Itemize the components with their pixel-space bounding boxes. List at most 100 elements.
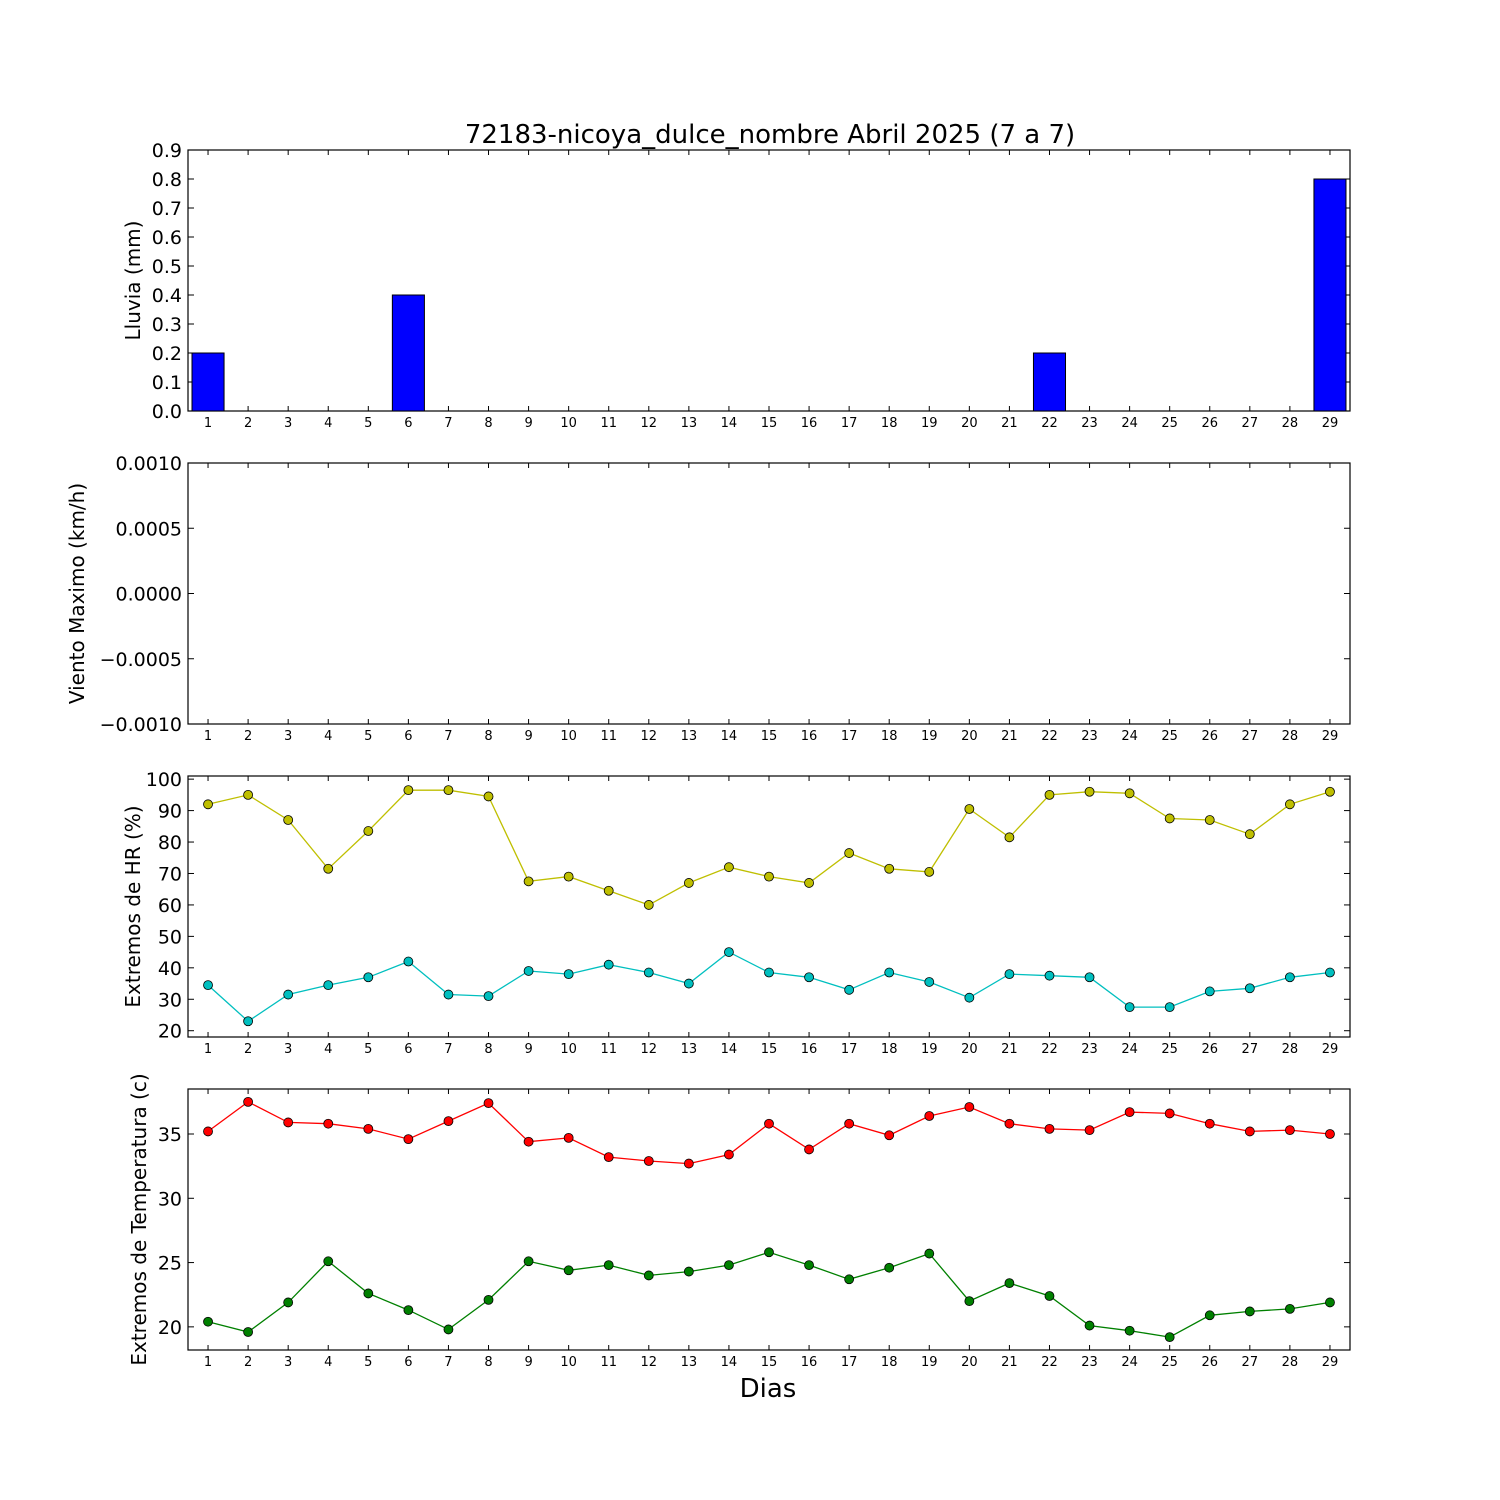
data-point [1204,1310,1215,1321]
x-tick-label: 17 [841,1042,858,1057]
x-tick-label: 8 [484,1042,492,1057]
y-tick-label: 30 [158,989,182,1011]
y-tick-label: 0.7 [152,198,182,220]
x-tick-label: 12 [641,1042,658,1057]
x-tick-label: 28 [1282,1042,1299,1057]
x-tick-label: 11 [600,1355,617,1370]
data-point [1044,1291,1055,1301]
data-point [323,980,334,991]
axes-frame [187,149,1351,412]
x-tick-label: 26 [1201,416,1218,431]
x-tick-label: 15 [761,1355,778,1370]
data-point [964,1102,975,1112]
x-tick-label: 26 [1201,729,1218,744]
data-point [1204,815,1215,825]
series-line [207,1251,1331,1338]
x-tick-label: 23 [1081,1042,1098,1057]
data-point [844,1274,855,1285]
y-tick-label: 0.0000 [116,584,182,606]
data-point [643,1270,654,1281]
x-tick-label: 7 [444,1355,452,1370]
data-point [283,1297,294,1308]
x-tick-label: 11 [600,729,617,744]
x-tick-label: 9 [524,1355,532,1370]
x-tick-label: 4 [324,729,332,744]
x-tick-label: 3 [284,1042,292,1057]
x-tick-label: 17 [841,1355,858,1370]
data-point [603,1152,614,1163]
x-tick-label: 13 [681,416,698,431]
data-point [483,1098,494,1109]
x-tick-label: 20 [961,729,978,744]
x-tick-label: 16 [801,1355,818,1370]
x-tick-label: 6 [404,1355,412,1370]
data-point [283,989,294,1000]
data-point [1124,1002,1135,1013]
x-tick-label: 5 [364,729,372,744]
x-tick-label: 5 [364,1355,372,1370]
x-tick-label: 20 [961,416,978,431]
data-point [1044,970,1055,981]
data-point [1004,969,1015,980]
panel-1: 0.00.10.20.30.40.50.60.70.80.91 2 3 4 5 6 7 8 9 1… [121,140,1351,431]
x-tick-label: 29 [1322,729,1339,744]
x-tick-label: 18 [881,1042,898,1057]
data-point [724,1149,734,1160]
x-tick-label: 21 [1001,1355,1018,1370]
x-tick-label: 12 [641,729,658,744]
x-tick-label: 11 [600,1042,617,1057]
x-tick-label: 1 [204,416,212,431]
x-tick-label: 28 [1282,416,1299,431]
series-line [207,951,1331,1023]
x-tick-label: 23 [1081,416,1098,431]
data-point [403,956,414,967]
y-tick-label: 40 [158,958,182,980]
data-point [1244,829,1255,840]
x-tick-label: 2 [244,416,252,431]
x-tick-label: 18 [881,1355,898,1370]
x-tick-label: 19 [921,416,938,431]
data-point [964,804,975,814]
data-point [203,799,213,810]
data-point [563,1265,574,1276]
data-point [924,1111,935,1121]
y-axis-label: Lluvia (mm) [121,221,145,341]
data-point [1284,1125,1295,1136]
x-tick-label: 3 [284,729,292,744]
x-tick-label: 24 [1121,1042,1138,1057]
x-tick-label: 7 [444,416,452,431]
x-tick-label: 22 [1041,1042,1058,1057]
x-tick-label: 8 [484,729,492,744]
data-point [724,862,734,873]
x-tick-label: 25 [1161,729,1178,744]
data-point [323,1118,334,1129]
data-point [924,1248,935,1259]
x-tick-label: 24 [1121,416,1138,431]
data-point [203,980,213,991]
series-line [207,1101,1331,1165]
x-tick-label: 6 [404,729,412,744]
x-tick-label: 25 [1161,1355,1178,1370]
data-point [323,863,334,874]
x-tick-label: 1 [204,729,212,744]
data-point [363,826,374,836]
data-point [804,878,814,888]
x-tick-label: 15 [761,416,778,431]
data-point [483,1294,494,1305]
x-tick-label: 29 [1322,1042,1339,1057]
y-tick-label: 0.0005 [116,518,182,540]
data-point [884,967,895,978]
x-tick-label: 11 [600,416,617,431]
data-point [1124,788,1135,799]
x-tick-label: 13 [681,1355,698,1370]
x-axis-label: Dias [740,1374,797,1404]
data-point [1244,1126,1255,1137]
x-tick-label: 10 [560,729,577,744]
data-point [603,959,614,970]
x-tick-label: 14 [721,1355,738,1370]
data-point [764,1247,774,1258]
x-tick-label: 18 [881,729,898,744]
data-point [243,1327,254,1337]
x-tick-label: 18 [881,416,898,431]
